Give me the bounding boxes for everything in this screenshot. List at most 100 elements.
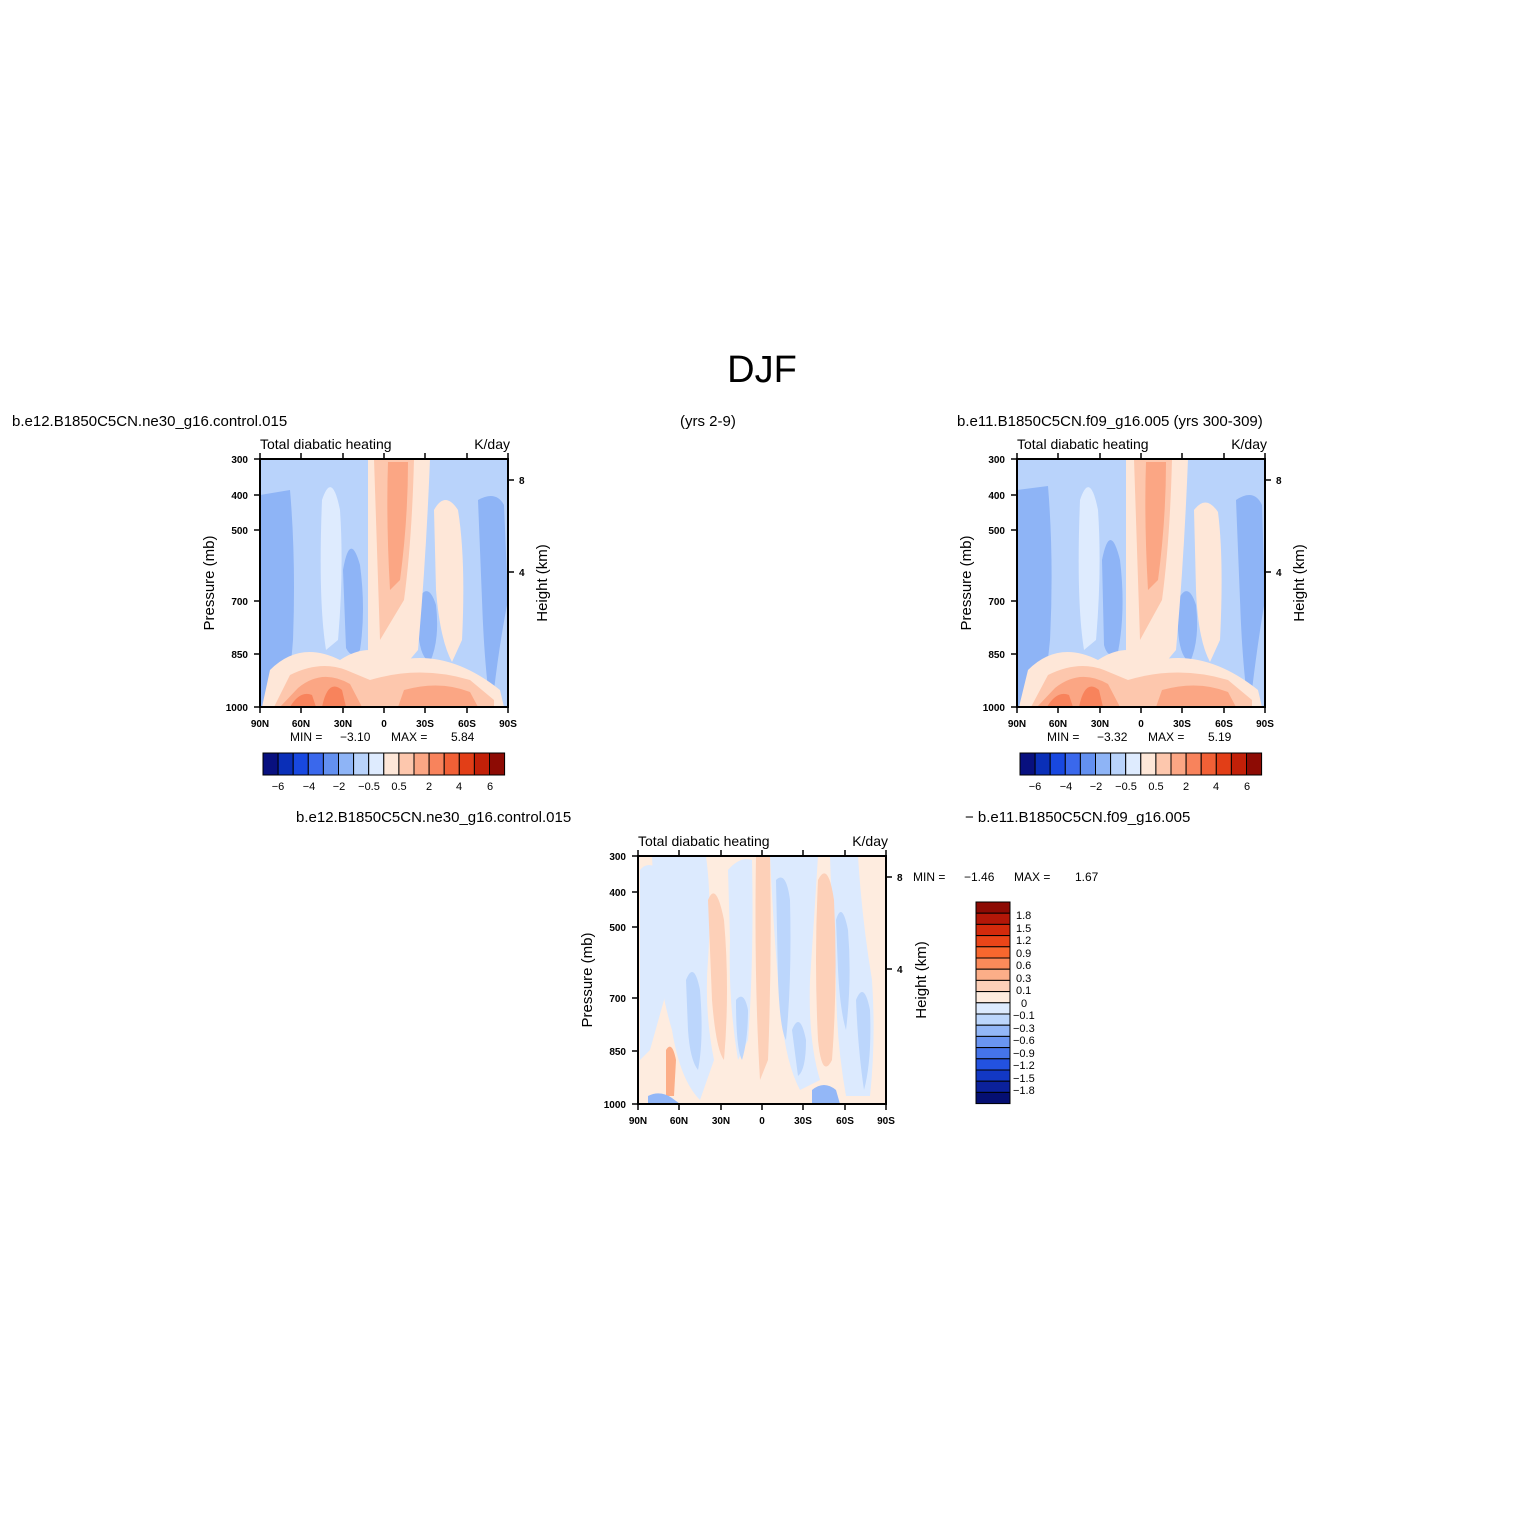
colorbar-label: −2 [333, 781, 346, 793]
contour-pbl-heating-core [1047, 686, 1103, 707]
colorbar-swatch [1110, 752, 1127, 776]
colorbar [975, 901, 1011, 1105]
colorbar-label: 2 [426, 781, 432, 793]
x-tick-label: 30N [334, 719, 352, 730]
colorbar-label: 0 [1021, 998, 1027, 1010]
contour-weak-pos-band-nh [320, 487, 342, 650]
colorbar-swatch [1095, 752, 1112, 776]
contour-tropical-column-core [387, 462, 408, 590]
contour-field [638, 856, 886, 1104]
colorbar-label: −2 [1090, 781, 1103, 793]
colorbar-swatch [322, 752, 339, 776]
x-tick-label: 60S [458, 719, 476, 730]
colorbar-swatch [975, 1069, 1011, 1082]
x-tick-label: 60S [836, 1116, 854, 1127]
max-label: MAX = [391, 730, 427, 744]
colorbar-label: −1.2 [1013, 1060, 1035, 1072]
colorbar-swatch [1125, 752, 1142, 776]
x-tick-label: 0 [1138, 719, 1144, 730]
x-tick-label: 90S [877, 1116, 895, 1127]
y-right-tick-labels: 8 4 [897, 873, 903, 976]
colorbar-label: 2 [1183, 781, 1189, 793]
colorbar-swatch [1246, 752, 1263, 776]
x-tick-label: 90S [499, 719, 517, 730]
colorbar-label: 0.5 [1148, 781, 1163, 793]
colorbar-swatch [975, 923, 1011, 937]
y-axis-label: Pressure (mb) [958, 535, 975, 630]
contour-field [260, 459, 508, 707]
colorbar-swatch [368, 752, 385, 776]
contour-neg-nh-broad [640, 865, 666, 1060]
x-tick-label: 90S [1256, 719, 1274, 730]
contour-pos-band-nh [708, 893, 727, 1060]
contour-neg-high-lat-nh [260, 490, 294, 707]
colorbar-label: −4 [303, 781, 316, 793]
x-tick-label: 30N [712, 1116, 730, 1127]
y-tick-label: 1000 [604, 1100, 627, 1111]
colorbar-swatch [1215, 752, 1232, 776]
colorbar-swatch [975, 968, 1011, 981]
y-right-tick-label: 8 [1276, 476, 1282, 487]
colorbar-label: 1.8 [1016, 910, 1031, 922]
axis-ticks [632, 850, 892, 1110]
min-value: −3.32 [1097, 730, 1128, 744]
x-tick-label: 60N [670, 1116, 688, 1127]
y-axis-label: Pressure (mb) [579, 932, 596, 1027]
panel-title: Total diabatic heating [638, 833, 770, 849]
contour-weak-pos-band-sh [1194, 502, 1222, 662]
colorbar [262, 752, 506, 776]
colorbar-swatch [1200, 752, 1217, 776]
colorbar-swatch [458, 752, 475, 776]
min-label: MIN = [913, 870, 945, 884]
colorbar-swatch [428, 752, 445, 776]
y-right-tick-labels: 8 4 [1276, 476, 1282, 579]
x-tick-label: 30S [794, 1116, 812, 1127]
y-tick-labels: 300 400 500 700 850 1000 [226, 455, 249, 714]
colorbar-swatch [975, 1035, 1011, 1049]
contour-neg-high-lat-nh [1017, 486, 1052, 707]
colorbar-label: −6 [272, 781, 285, 793]
contour-neg-subtropics-nh [343, 548, 363, 655]
colorbar-swatch [975, 1002, 1011, 1015]
colorbar-label: 6 [487, 781, 493, 793]
colorbar-swatch [1185, 752, 1202, 776]
min-label: MIN = [290, 730, 322, 744]
y-tick-label: 500 [231, 526, 248, 537]
y-tick-labels: 300 400 500 700 850 1000 [983, 455, 1006, 714]
colorbar-label: 0.9 [1016, 948, 1031, 960]
colorbar-swatch [307, 752, 324, 776]
y-right-tick-labels: 8 4 [519, 476, 525, 579]
x-tick-label: 30S [416, 719, 434, 730]
max-value: 5.19 [1208, 730, 1232, 744]
case-left-years: (yrs 2-9) [680, 413, 736, 430]
y-tick-label: 500 [988, 526, 1005, 537]
y-tick-label: 700 [231, 597, 248, 608]
contour-neg-subtropics-sh [1178, 591, 1198, 662]
panel-difference-heating: Total diabatic heating K/day [579, 833, 1099, 1127]
colorbar-label: 0.1 [1016, 985, 1031, 997]
colorbar-swatch [443, 752, 460, 776]
panel-units: K/day [852, 833, 888, 849]
colorbar-swatch [473, 752, 490, 776]
y-right-tick-label: 8 [519, 476, 525, 487]
colorbar-labels: −6 −4 −2 −0.5 0.5 2 4 6 [1029, 781, 1250, 793]
y-axis-label-right: Height (km) [913, 941, 930, 1019]
x-tick-label: 60S [1215, 719, 1233, 730]
axis-ticks [254, 453, 514, 713]
contour-field [1017, 459, 1265, 707]
y-axis-label-right: Height (km) [534, 544, 551, 622]
colorbar-swatch [1155, 752, 1172, 776]
min-label: MIN = [1047, 730, 1079, 744]
colorbar-label: −0.6 [1013, 1035, 1035, 1047]
y-tick-labels: 300 400 500 700 850 1000 [604, 852, 627, 1111]
colorbar-swatch [975, 1091, 1011, 1105]
contour-neg-core-nh [686, 972, 702, 1070]
y-tick-label: 700 [609, 994, 626, 1005]
colorbar-swatch [1079, 752, 1097, 776]
colorbar-label: −4 [1060, 781, 1073, 793]
y-tick-label: 500 [609, 923, 626, 934]
colorbar-label: 0.5 [391, 781, 406, 793]
colorbar-swatch [975, 935, 1011, 948]
colorbar-label: −0.5 [1115, 781, 1137, 793]
y-axis-label-right: Height (km) [1291, 544, 1308, 622]
